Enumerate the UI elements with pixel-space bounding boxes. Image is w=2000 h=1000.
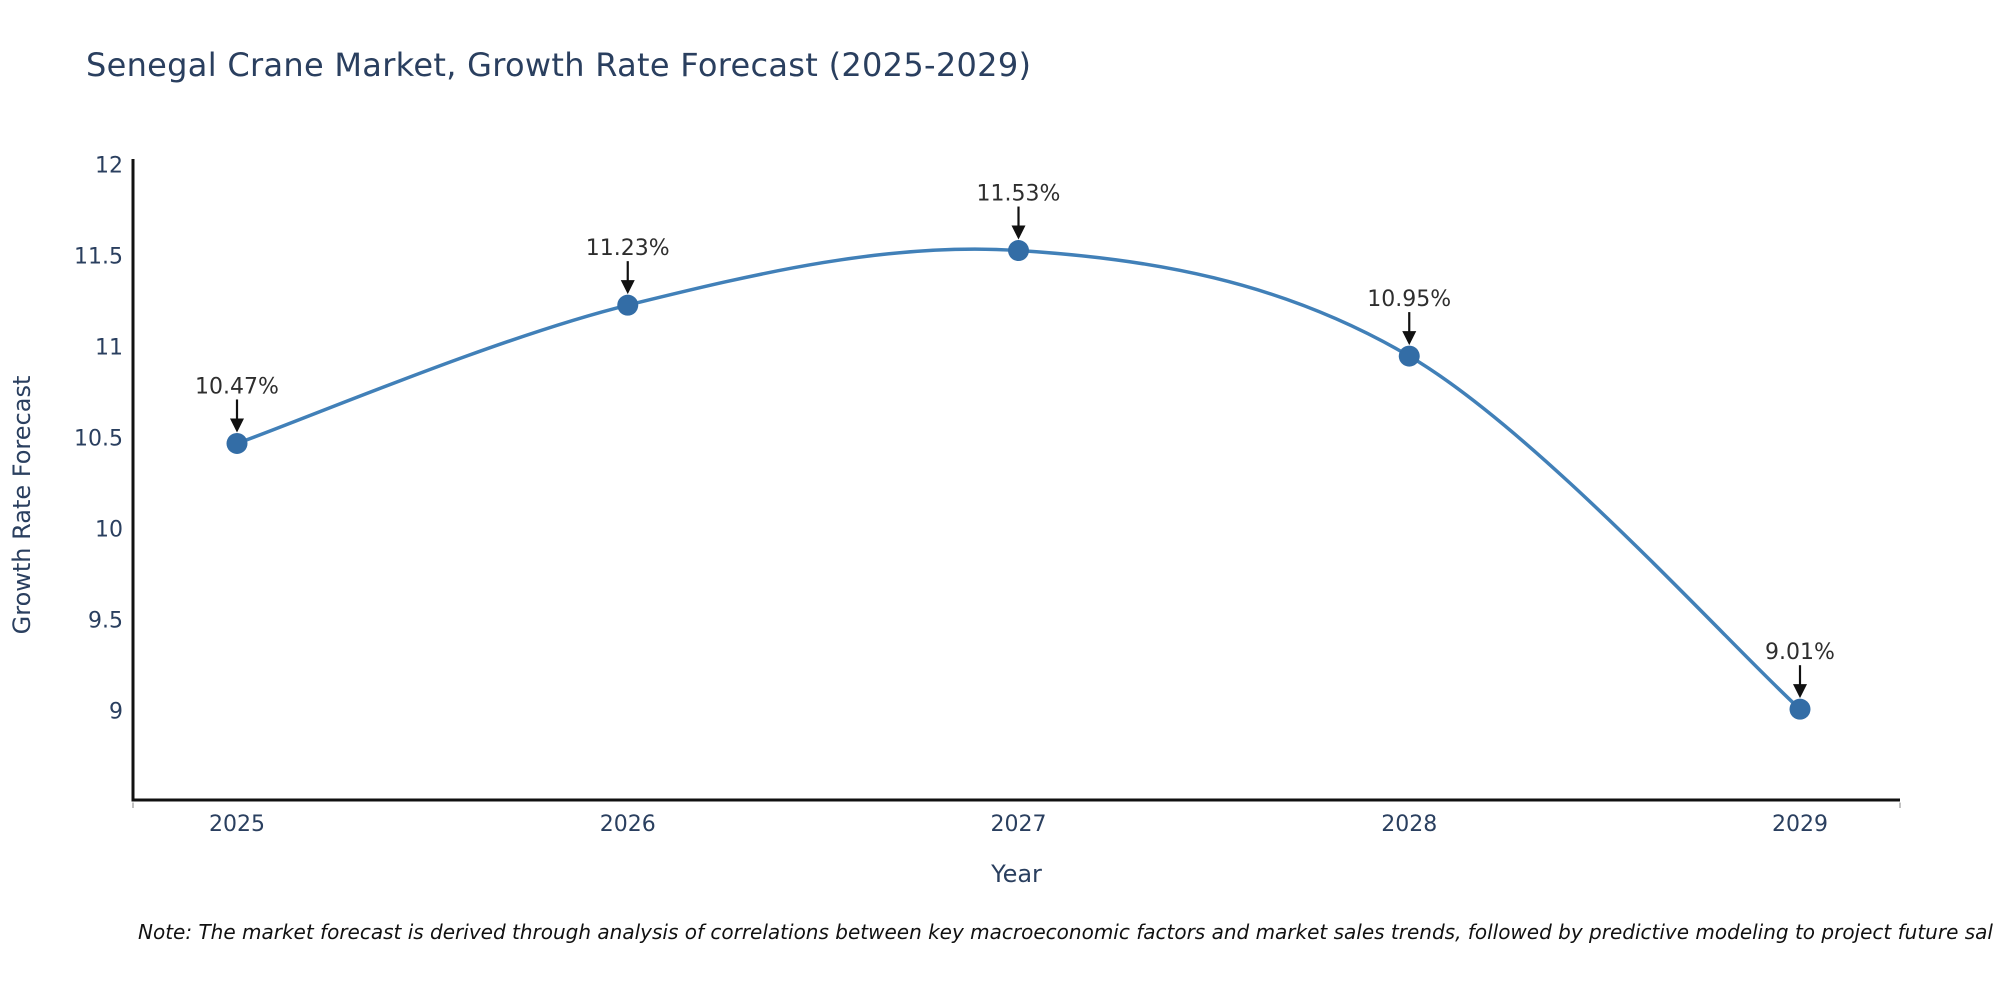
chart-title: Senegal Crane Market, Growth Rate Foreca… (86, 46, 1032, 84)
y-axis-tick-label: 12 (95, 154, 123, 179)
footnote: Note: The market forecast is derived thr… (138, 920, 1993, 944)
y-axis-title: Growth Rate Forecast (8, 376, 36, 635)
data-point-marker (226, 432, 248, 454)
x-axis-tick-label: 2027 (991, 812, 1047, 837)
x-axis-tick-label: 2026 (600, 812, 656, 837)
annotation-label: 10.95% (1367, 287, 1451, 312)
trend-line (235, 247, 1802, 711)
axis-lines (131, 159, 1900, 802)
annotation-arrowhead (620, 280, 635, 295)
x-axis-tick-label: 2029 (1772, 812, 1828, 837)
annotation-label: 9.01% (1765, 640, 1835, 665)
x-axis-title: Year (990, 860, 1042, 888)
y-axis-tick-label: 11.5 (74, 245, 123, 270)
y-axis-tick-label: 9.5 (88, 609, 123, 634)
data-point-marker (1789, 698, 1811, 720)
y-axis-tick-label: 10.5 (74, 427, 123, 452)
annotation-arrowhead (1011, 225, 1026, 240)
annotation-arrowhead (230, 418, 244, 433)
y-axis-tick-label: 10 (95, 518, 123, 543)
annotation-label: 10.47% (195, 374, 279, 399)
y-axis-tick-label: 11 (95, 336, 123, 361)
data-point-marker (1008, 240, 1029, 262)
x-axis-tick-label: 2025 (209, 812, 265, 837)
annotation-arrowhead (1793, 684, 1807, 699)
data-point-marker (1398, 345, 1420, 367)
annotation-arrowhead (1402, 331, 1417, 346)
annotation-label: 11.23% (586, 236, 670, 261)
data-point-marker (617, 294, 639, 316)
y-axis-tick-label: 9 (109, 700, 123, 725)
annotation-label: 11.53% (977, 182, 1061, 207)
x-axis-tick-label: 2028 (1381, 812, 1437, 837)
